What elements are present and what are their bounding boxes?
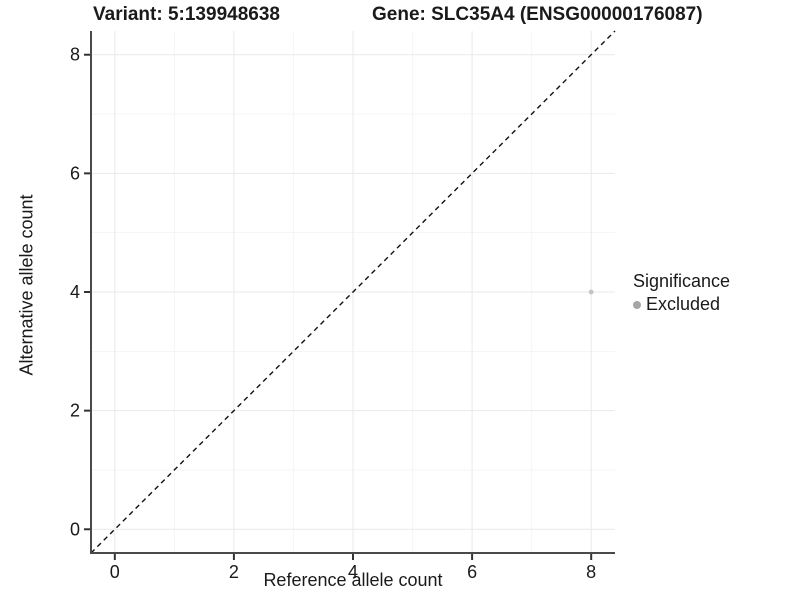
x-axis-tick-label: 2 (229, 562, 239, 582)
legend-dot-icon (633, 300, 641, 309)
y-axis-tick-label: 4 (70, 282, 80, 302)
legend: Significance Excluded (633, 271, 730, 315)
y-axis-tick-label: 2 (70, 401, 80, 421)
y-axis-tick-label: 0 (70, 519, 80, 539)
x-axis-tick-label: 4 (348, 562, 358, 582)
y-axis-tick-label: 8 (70, 45, 80, 65)
x-axis-tick-label: 8 (586, 562, 596, 582)
x-axis-tick-label: 0 (110, 562, 120, 582)
x-axis-label: Reference allele count (263, 570, 443, 590)
data-point (588, 289, 594, 295)
legend-item-excluded: Excluded (633, 294, 730, 315)
y-axis-label: Alternative allele count (16, 194, 37, 376)
legend-title: Significance (633, 271, 731, 291)
x-axis-tick-label: 6 (467, 562, 477, 582)
legend-item-label: Excluded (646, 294, 721, 314)
gene-title: Gene: SLC35A4 (ENSG00000176087) (372, 4, 703, 25)
identity-dashed-line (90, 30, 616, 554)
variant-title: Variant: 5:139948638 (93, 4, 280, 25)
y-axis-tick-label: 6 (70, 163, 80, 183)
